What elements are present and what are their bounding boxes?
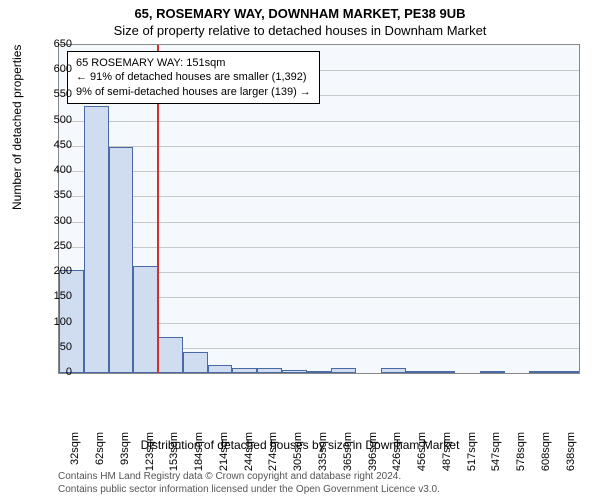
y-tick-label: 650 — [32, 38, 72, 50]
y-tick-label: 50 — [32, 341, 72, 353]
x-tick-label: 426sqm — [391, 432, 403, 482]
histogram-bar — [158, 337, 183, 373]
x-tick-label: 487sqm — [441, 432, 453, 482]
x-tick-label: 214sqm — [218, 432, 230, 482]
x-tick-label: 456sqm — [416, 432, 428, 482]
histogram-bar — [208, 365, 233, 373]
x-tick-label: 274sqm — [267, 432, 279, 482]
x-tick-label: 123sqm — [144, 432, 156, 482]
x-tick-label: 517sqm — [466, 432, 478, 482]
histogram-bar — [183, 352, 208, 373]
histogram-bar — [133, 266, 158, 373]
x-tick-label: 244sqm — [243, 432, 255, 482]
y-tick-label: 300 — [32, 215, 72, 227]
annotation-line1: 65 ROSEMARY WAY: 151sqm — [76, 56, 311, 70]
y-tick-label: 350 — [32, 189, 72, 201]
y-tick-label: 150 — [32, 290, 72, 302]
y-tick-label: 500 — [32, 114, 72, 126]
x-tick-label: 32sqm — [69, 432, 81, 482]
x-tick-label: 547sqm — [490, 432, 502, 482]
y-tick-label: 100 — [32, 316, 72, 328]
histogram-bar — [307, 371, 332, 373]
x-tick-label: 365sqm — [342, 432, 354, 482]
chart-title: 65, ROSEMARY WAY, DOWNHAM MARKET, PE38 9… — [0, 0, 600, 21]
y-tick-label: 0 — [32, 366, 72, 378]
x-tick-label: 335sqm — [317, 432, 329, 482]
histogram-bar — [430, 371, 455, 373]
x-tick-label: 62sqm — [94, 432, 106, 482]
y-tick-label: 450 — [32, 139, 72, 151]
plot-area: 65 ROSEMARY WAY: 151sqm← 91% of detached… — [58, 44, 580, 374]
y-axis-label: Number of detached properties — [10, 45, 24, 210]
gridline — [59, 196, 579, 197]
histogram-bar — [554, 371, 579, 373]
gridline — [59, 121, 579, 122]
histogram-bar — [331, 368, 356, 373]
y-tick-label: 550 — [32, 88, 72, 100]
x-tick-label: 184sqm — [193, 432, 205, 482]
gridline — [59, 247, 579, 248]
gridline — [59, 146, 579, 147]
y-tick-label: 600 — [32, 63, 72, 75]
histogram-bar — [406, 371, 431, 373]
histogram-bar — [232, 368, 257, 373]
footer-line2: Contains public sector information licen… — [58, 484, 440, 497]
annotation-box: 65 ROSEMARY WAY: 151sqm← 91% of detached… — [67, 51, 320, 104]
histogram-bar — [109, 147, 134, 373]
histogram-bar — [529, 371, 554, 373]
histogram-bar — [257, 368, 282, 373]
annotation-line3: 9% of semi-detached houses are larger (1… — [76, 85, 311, 99]
chart-subtitle: Size of property relative to detached ho… — [0, 21, 600, 38]
x-tick-label: 153sqm — [168, 432, 180, 482]
y-tick-label: 400 — [32, 164, 72, 176]
y-tick-label: 250 — [32, 240, 72, 252]
x-tick-label: 608sqm — [540, 432, 552, 482]
y-tick-label: 200 — [32, 265, 72, 277]
gridline — [59, 222, 579, 223]
x-tick-label: 305sqm — [292, 432, 304, 482]
annotation-line2: ← 91% of detached houses are smaller (1,… — [76, 70, 311, 84]
chart-container: 65, ROSEMARY WAY, DOWNHAM MARKET, PE38 9… — [0, 0, 600, 500]
x-tick-label: 638sqm — [565, 432, 577, 482]
gridline — [59, 171, 579, 172]
x-tick-label: 578sqm — [515, 432, 527, 482]
histogram-bar — [84, 106, 109, 373]
x-tick-label: 93sqm — [119, 432, 131, 482]
histogram-bar — [480, 371, 505, 373]
x-tick-label: 396sqm — [367, 432, 379, 482]
chart-area: 65 ROSEMARY WAY: 151sqm← 91% of detached… — [58, 44, 580, 406]
histogram-bar — [282, 370, 307, 373]
histogram-bar — [381, 368, 406, 373]
